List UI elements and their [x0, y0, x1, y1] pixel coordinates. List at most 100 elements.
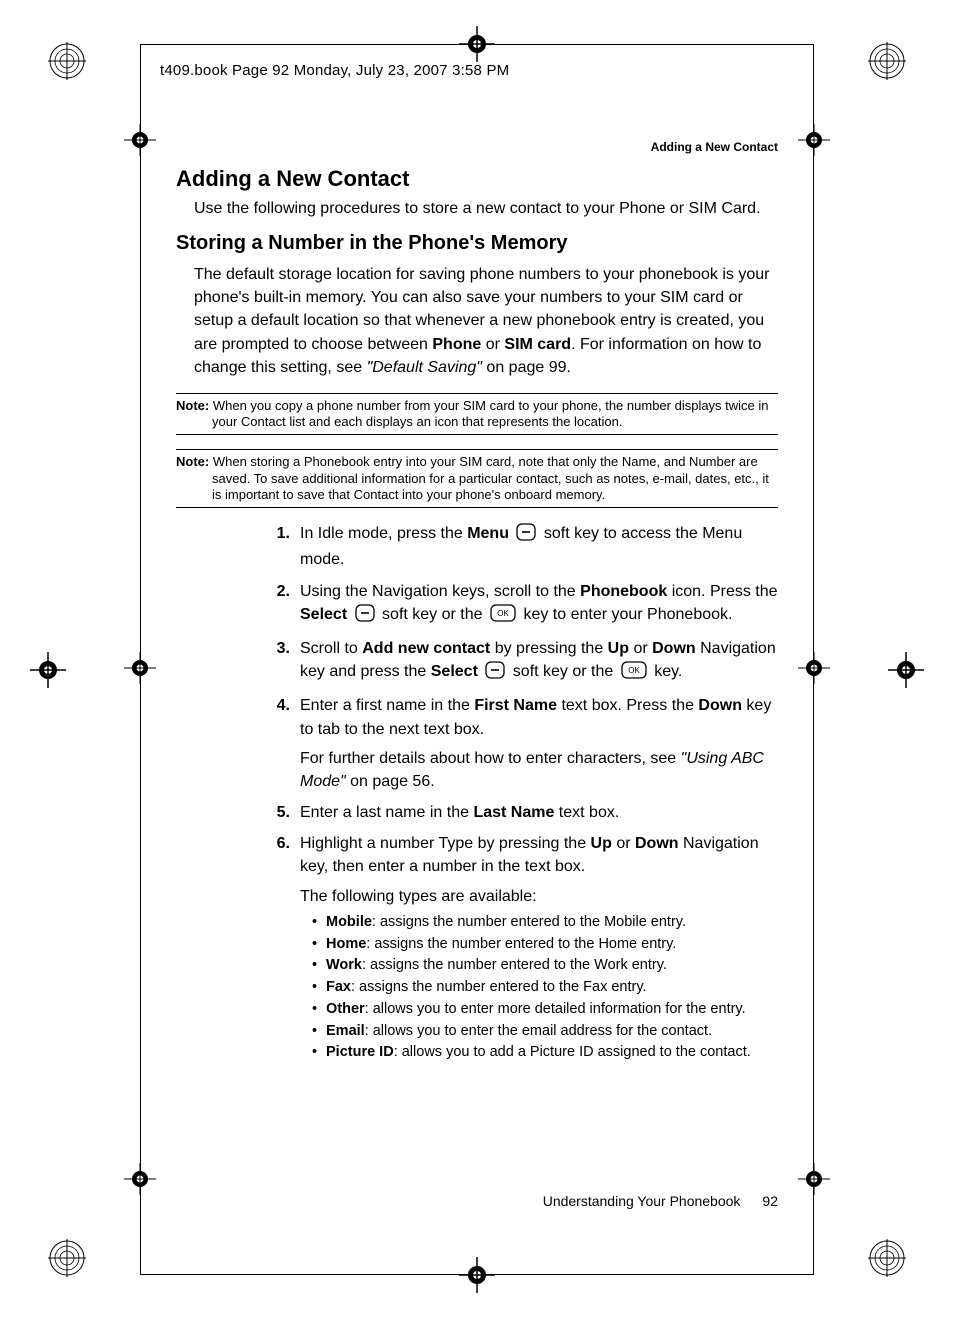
text: icon. Press the — [667, 583, 777, 600]
type-desc: : assigns the number entered to the Work… — [362, 957, 667, 973]
type-label: Email — [326, 1023, 365, 1039]
text: For further details about how to enter c… — [300, 750, 681, 767]
bold-text: First Name — [474, 697, 557, 714]
running-head: Adding a New Contact — [176, 140, 778, 154]
text: on page 56. — [346, 773, 435, 790]
step-body: Highlight a number Type by pressing the … — [300, 832, 778, 1064]
text: In Idle mode, press the — [300, 525, 467, 542]
softkey-icon — [516, 523, 536, 548]
bold-text: Phonebook — [580, 583, 667, 600]
softkey-icon — [485, 661, 505, 686]
softkey-icon — [355, 604, 375, 629]
crosshair-icon — [459, 26, 495, 62]
step-number: 4. — [260, 694, 290, 793]
types-list: •Mobile: assigns the number entered to t… — [312, 912, 778, 1064]
step-item: 2. Using the Navigation keys, scroll to … — [260, 580, 778, 629]
text: by pressing the — [490, 640, 607, 657]
ok-key-icon: OK — [621, 661, 647, 686]
text: Enter a first name in the — [300, 697, 474, 714]
note-label: Note: — [176, 454, 213, 469]
step-body: Enter a last name in the Last Name text … — [300, 801, 778, 824]
text: Scroll to — [300, 640, 362, 657]
text: key to enter your Phonebook. — [523, 606, 732, 623]
registration-mark-icon — [48, 42, 86, 80]
note-block: Note: When storing a Phonebook entry int… — [176, 449, 778, 508]
heading-1: Adding a New Contact — [176, 166, 778, 192]
step-number: 2. — [260, 580, 290, 629]
page-content: Adding a New Contact Adding a New Contac… — [176, 140, 778, 1209]
crosshair-icon — [124, 652, 156, 684]
crosshair-icon — [798, 1163, 830, 1195]
bold-text: Select — [431, 663, 478, 680]
step-item: 3. Scroll to Add new contact by pressing… — [260, 637, 778, 686]
note-text: When storing a Phonebook entry into your… — [212, 454, 769, 502]
step-item: 6. Highlight a number Type by pressing t… — [260, 832, 778, 1064]
type-item: •Mobile: assigns the number entered to t… — [312, 912, 778, 934]
type-label: Fax — [326, 979, 351, 995]
type-label: Work — [326, 957, 362, 973]
bold-text: Phone — [432, 336, 481, 353]
italic-reference: "Default Saving" — [367, 359, 482, 376]
bold-text: Down — [635, 835, 679, 852]
step-item: 5. Enter a last name in the Last Name te… — [260, 801, 778, 824]
registration-mark-icon — [868, 1239, 906, 1277]
book-header: t409.book Page 92 Monday, July 23, 2007 … — [160, 62, 509, 79]
text: soft key or the — [513, 663, 618, 680]
step-number: 3. — [260, 637, 290, 686]
bold-text: Up — [591, 835, 612, 852]
type-item: •Email: allows you to enter the email ad… — [312, 1021, 778, 1043]
ok-key-icon: OK — [490, 604, 516, 629]
type-item: •Other: allows you to enter more detaile… — [312, 999, 778, 1021]
text: on page 99. — [482, 359, 571, 376]
step-item: 4. Enter a first name in the First Name … — [260, 694, 778, 793]
type-desc: : allows you to enter more detailed info… — [365, 1001, 746, 1017]
text: or — [612, 835, 635, 852]
bullet-icon: • — [312, 934, 326, 956]
text: soft key or the — [382, 606, 487, 623]
bold-text: Add new contact — [362, 640, 490, 657]
text: text box. — [554, 804, 619, 821]
registration-mark-icon — [868, 42, 906, 80]
step-body: Enter a first name in the First Name tex… — [300, 694, 778, 793]
note-label: Note: — [176, 398, 213, 413]
type-desc: : allows you to add a Picture ID assigne… — [394, 1044, 751, 1060]
bold-text: Down — [698, 697, 742, 714]
crosshair-icon — [124, 1163, 156, 1195]
step-body: Scroll to Add new contact by pressing th… — [300, 637, 778, 686]
bold-text: Up — [608, 640, 629, 657]
step-item: 1. In Idle mode, press the Menu soft key… — [260, 522, 778, 571]
type-item: •Picture ID: allows you to add a Picture… — [312, 1042, 778, 1064]
text: Highlight a number Type by pressing the — [300, 835, 591, 852]
steps-list: 1. In Idle mode, press the Menu soft key… — [260, 522, 778, 1064]
text: key. — [654, 663, 682, 680]
crosshair-icon — [888, 652, 924, 688]
step-body: Using the Navigation keys, scroll to the… — [300, 580, 778, 629]
step-body: In Idle mode, press the Menu soft key to… — [300, 522, 778, 571]
heading-2: Storing a Number in the Phone's Memory — [176, 232, 778, 255]
step-number: 6. — [260, 832, 290, 1064]
bullet-icon: • — [312, 955, 326, 977]
page-footer: Understanding Your Phonebook92 — [543, 1193, 778, 1209]
type-item: •Fax: assigns the number entered to the … — [312, 977, 778, 999]
crosshair-icon — [124, 124, 156, 156]
registration-mark-icon — [48, 1239, 86, 1277]
bold-text: Select — [300, 606, 347, 623]
bullet-icon: • — [312, 912, 326, 934]
type-item: •Work: assigns the number entered to the… — [312, 955, 778, 977]
step-number: 1. — [260, 522, 290, 571]
bold-text: SIM card — [504, 336, 571, 353]
bold-text: Down — [652, 640, 696, 657]
types-intro: The following types are available: — [300, 885, 778, 908]
step-number: 5. — [260, 801, 290, 824]
crosshair-icon — [798, 652, 830, 684]
step-subtext: For further details about how to enter c… — [300, 747, 778, 793]
text: text box. Press the — [557, 697, 698, 714]
svg-text:OK: OK — [497, 609, 509, 618]
intro-text: Use the following procedures to store a … — [194, 200, 778, 218]
bold-text: Last Name — [473, 804, 554, 821]
crosshair-icon — [30, 652, 66, 688]
text: or — [481, 336, 504, 353]
type-desc: : allows you to enter the email address … — [365, 1023, 712, 1039]
bold-text: Menu — [467, 525, 509, 542]
footer-section: Understanding Your Phonebook — [543, 1193, 741, 1209]
